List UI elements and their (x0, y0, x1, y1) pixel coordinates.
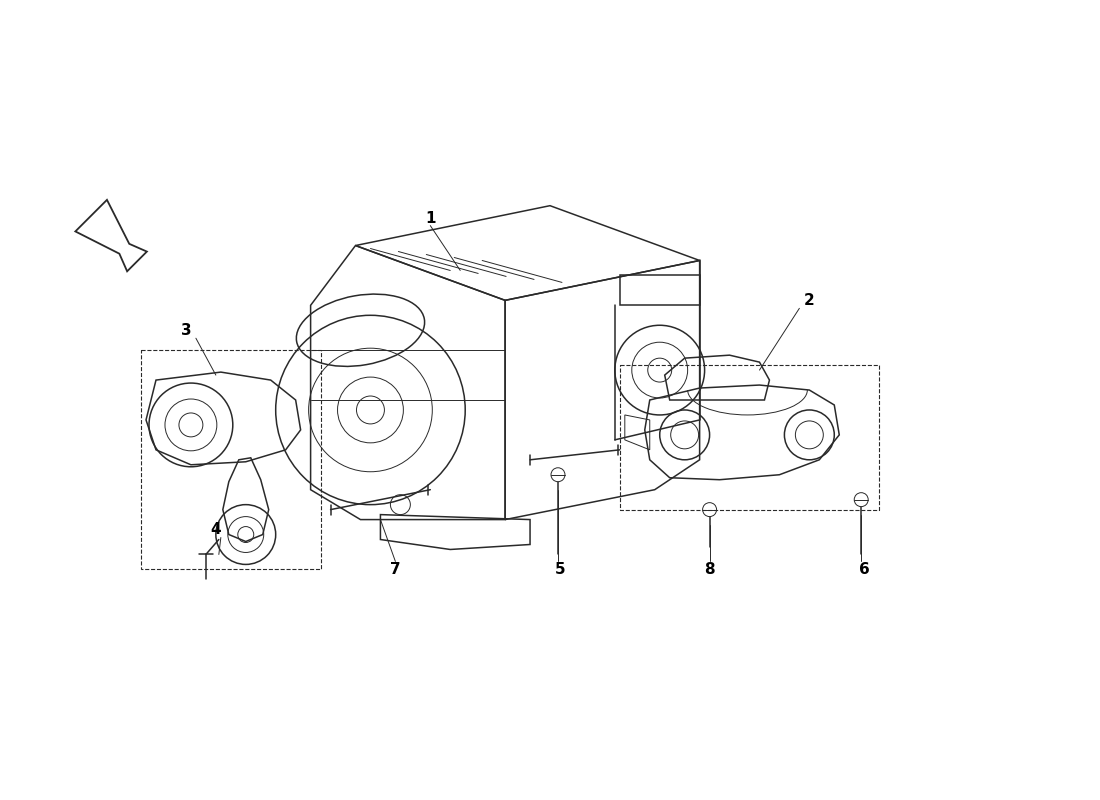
Text: 2: 2 (804, 293, 815, 308)
Text: 1: 1 (425, 211, 436, 226)
Text: 7: 7 (390, 562, 400, 577)
Text: 5: 5 (554, 562, 565, 577)
Text: 4: 4 (210, 522, 221, 537)
Text: 3: 3 (180, 322, 191, 338)
Text: 8: 8 (704, 562, 715, 577)
Text: 6: 6 (859, 562, 870, 577)
